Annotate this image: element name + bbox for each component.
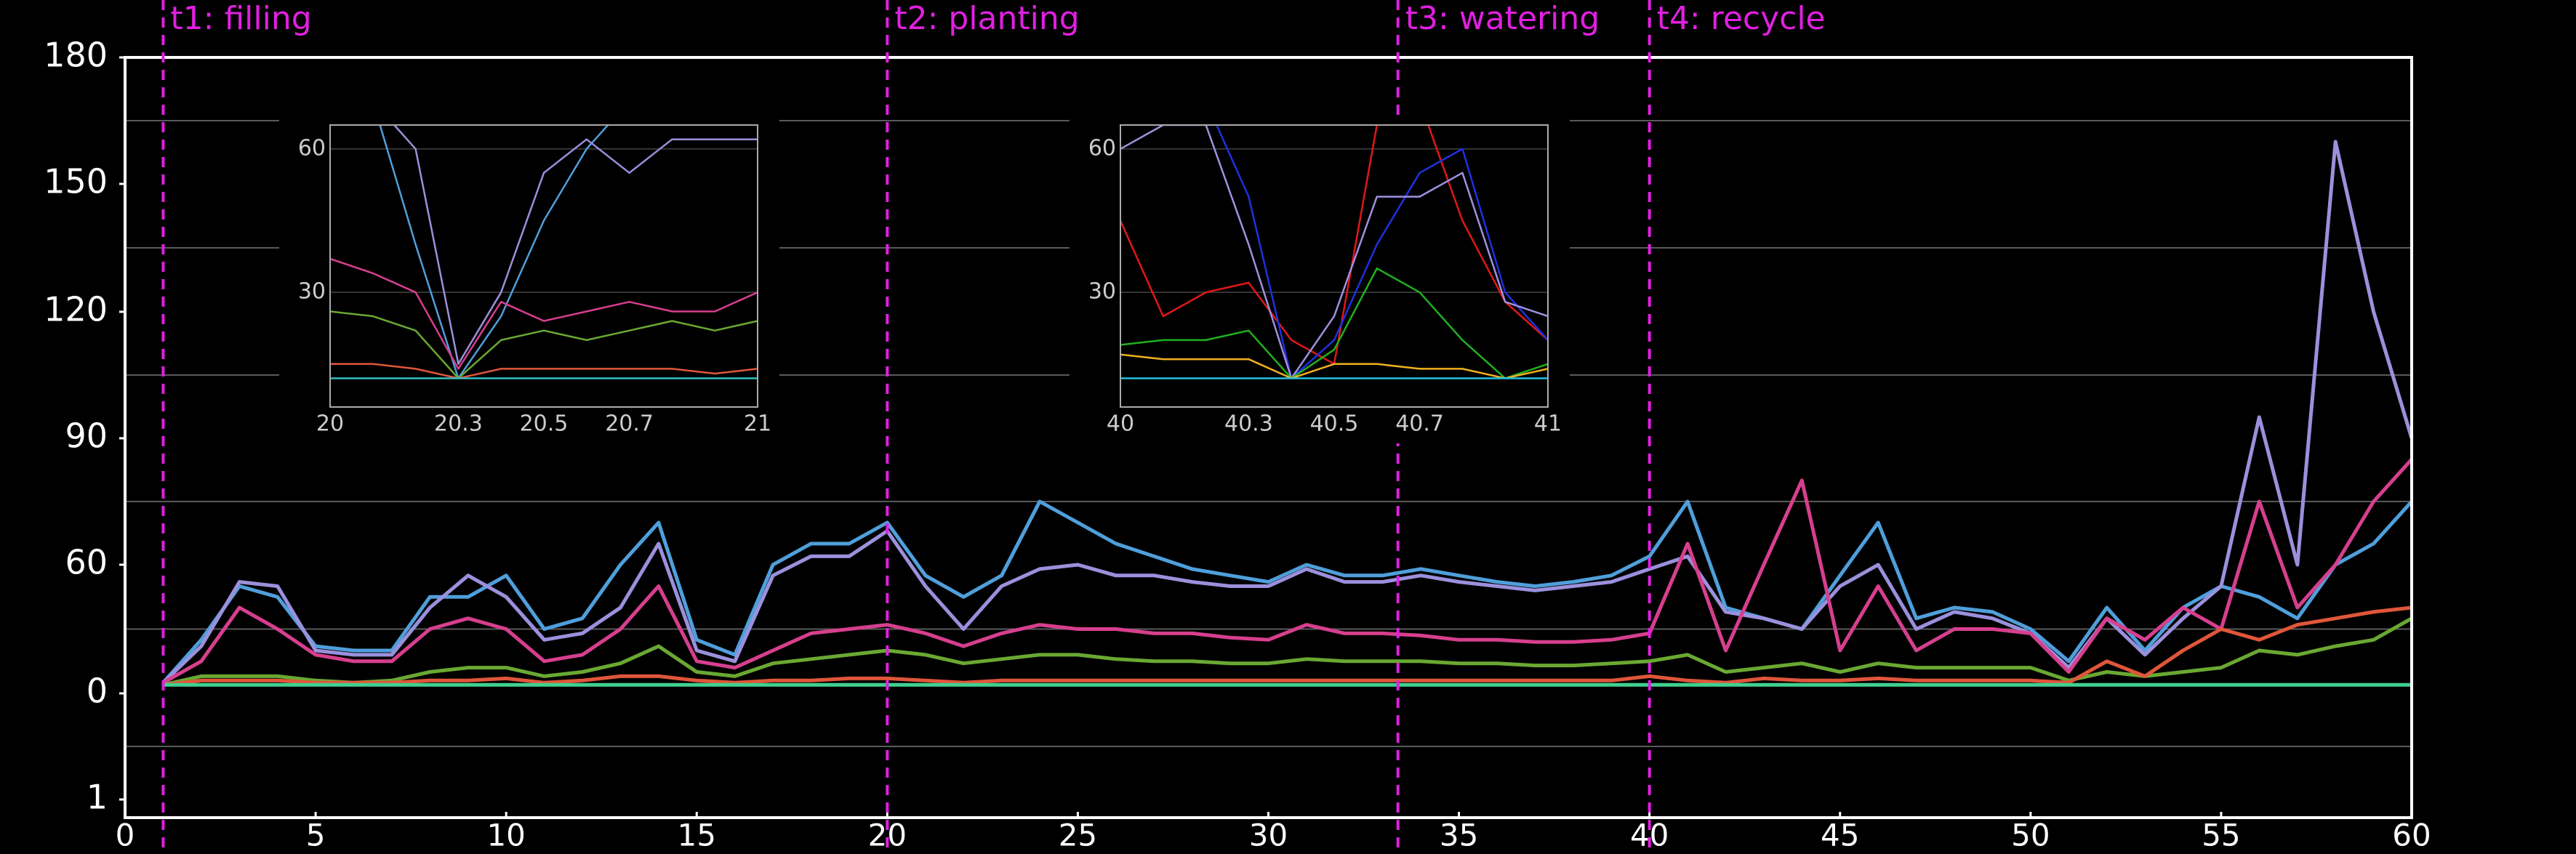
event-label: t3: watering [1405, 0, 1600, 37]
x-tick-label: 20 [316, 411, 344, 437]
inset-background [1070, 118, 1570, 443]
x-tick-label: 40 [1107, 411, 1134, 437]
y-tick-label: 30 [298, 279, 326, 305]
x-tick-label: 40.3 [1224, 411, 1273, 437]
y-tick-label: 60 [65, 543, 108, 582]
x-tick-label: 5 [306, 818, 326, 853]
x-tick-label: 21 [744, 411, 771, 437]
x-tick-label: 45 [1821, 818, 1859, 853]
inset-frame [1120, 124, 1549, 408]
series-line [379, 125, 609, 379]
x-tick-label: 0 [116, 818, 135, 853]
inset-frame [329, 124, 758, 408]
series-line [162, 616, 2413, 687]
series-line [161, 499, 2413, 684]
x-tick-label: 55 [2202, 818, 2240, 853]
y-tick-label: 1 [87, 778, 108, 817]
inset-lines [330, 125, 758, 379]
y-tick-label: 60 [298, 135, 326, 161]
series-line [163, 605, 2412, 687]
x-tick-label: 30 [1249, 818, 1288, 853]
y-tick-label: 30 [1088, 279, 1116, 305]
series-line [1120, 125, 1548, 379]
series-line [393, 125, 758, 366]
x-tick-label: 60 [2392, 818, 2431, 853]
y-tick-label: 90 [65, 416, 108, 456]
plot-lines [161, 140, 2414, 687]
y-tick-label: 180 [44, 36, 108, 75]
x-tick-label: 25 [1059, 818, 1097, 853]
series-line [330, 310, 758, 379]
plot-frame [124, 56, 2413, 819]
x-tick-label: 41 [1534, 411, 1562, 437]
series-line [1120, 353, 1548, 379]
x-tick-label: 50 [2011, 818, 2050, 853]
x-tick-label: 20.3 [434, 411, 483, 437]
inset-lines [1120, 125, 1548, 379]
inset-background [279, 118, 779, 443]
series-line [330, 363, 758, 379]
event-label: t2: planting [894, 0, 1079, 37]
event-label: t4: recycle [1657, 0, 1826, 37]
y-tick-label: 60 [1088, 135, 1116, 161]
y-tick-label: 120 [44, 290, 108, 329]
event-label: t1: filling [170, 0, 311, 37]
x-tick-label: 15 [678, 818, 716, 853]
x-tick-label: 20.7 [605, 411, 654, 437]
series-line [1120, 267, 1548, 379]
x-tick-label: 35 [1440, 818, 1478, 853]
x-tick-label: 40.5 [1310, 411, 1359, 437]
y-tick-label: 0 [87, 672, 108, 711]
y-tick-label: 150 [44, 162, 108, 201]
x-tick-label: 10 [486, 818, 525, 853]
series-line [330, 257, 758, 370]
x-tick-label: 40.7 [1395, 411, 1444, 437]
x-tick-label: 20.5 [520, 411, 569, 437]
series-line [162, 458, 2413, 685]
series-line [1215, 125, 1548, 379]
